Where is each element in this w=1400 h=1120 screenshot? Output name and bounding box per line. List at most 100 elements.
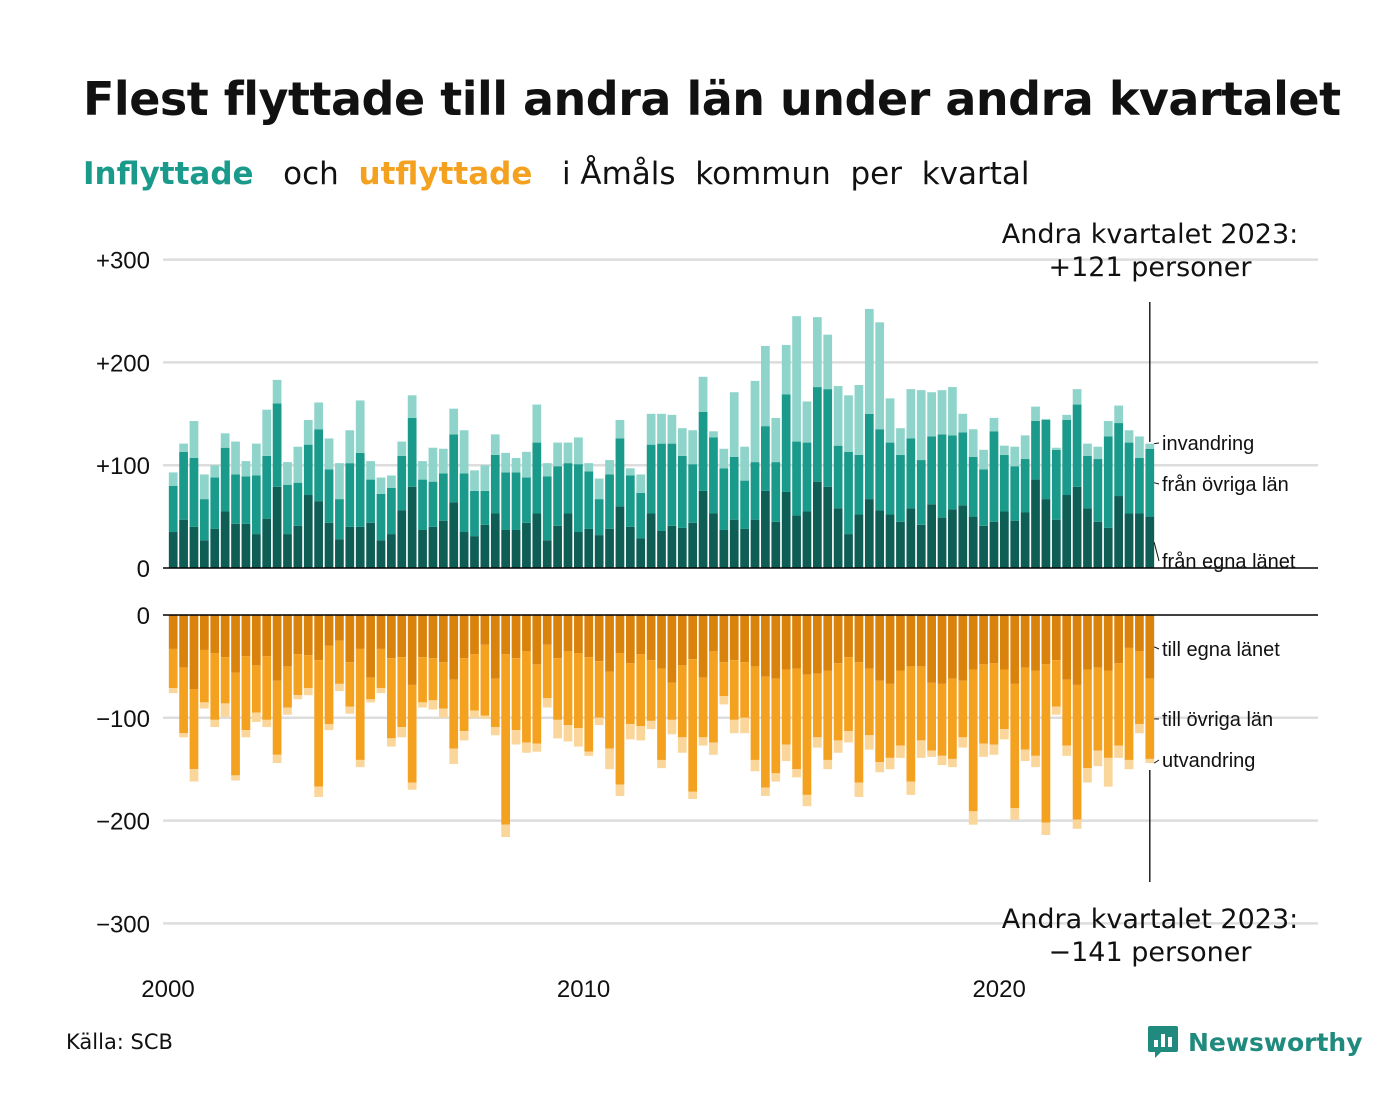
bar-out-other-county — [501, 654, 511, 825]
bar-out-own-county — [677, 615, 687, 666]
bar-out-emigration — [522, 742, 531, 753]
bar-out-other-county — [729, 660, 739, 720]
bar-out-own-county — [729, 615, 739, 661]
bar-out-own-county — [387, 615, 396, 659]
bar-out-own-county — [542, 615, 552, 645]
bar-out-own-county — [189, 615, 199, 690]
bar-out-own-county — [927, 615, 936, 683]
bar-out-other-county — [397, 657, 407, 728]
bar-out-emigration — [802, 794, 812, 807]
bar-out-other-county — [761, 676, 770, 788]
x-tick-label: 2020 — [972, 976, 1025, 1003]
chart-title: Flest flyttade till andra län under andr… — [83, 72, 1341, 126]
bar-out-own-county — [1103, 615, 1113, 671]
bar-out-other-county — [833, 663, 843, 741]
bar-out-other-county — [709, 650, 718, 743]
bar-in-immigration — [688, 430, 698, 465]
y-tick-label-in: +100 — [96, 453, 150, 480]
bar-out-emigration — [646, 720, 656, 730]
bar-in-immigration — [709, 431, 718, 438]
bar-in-other-county — [802, 442, 812, 512]
bar-out-other-county — [636, 654, 646, 727]
bar-in-own-county — [958, 505, 968, 568]
bar-in-other-county — [698, 411, 708, 491]
bar-out-other-county — [864, 668, 874, 736]
bar-out-other-county — [979, 664, 988, 744]
bar-out-emigration — [1041, 822, 1051, 835]
y-tick-label-out: −300 — [96, 911, 150, 938]
bar-out-emigration — [667, 719, 677, 735]
bar-in-immigration — [470, 470, 479, 491]
bar-out-other-county — [823, 670, 833, 760]
bar-out-other-county — [740, 662, 749, 718]
bar-out-emigration — [792, 769, 801, 778]
bar-in-own-county — [968, 516, 978, 568]
bar-in-own-county — [179, 519, 188, 568]
bar-in-immigration — [220, 433, 230, 448]
bar-in-own-county — [490, 513, 500, 568]
bar-in-other-county — [407, 417, 417, 487]
bar-in-other-county — [594, 499, 604, 536]
bar-in-own-county — [418, 529, 427, 568]
bar-in-own-county — [168, 532, 178, 568]
bar-in-other-county — [927, 436, 936, 505]
bar-out-emigration — [480, 715, 490, 719]
bar-in-immigration — [459, 430, 469, 474]
bar-out-emigration — [584, 751, 594, 756]
bar-out-other-county — [688, 659, 698, 792]
series-leader-out — [1153, 646, 1160, 650]
bar-out-emigration — [1083, 768, 1092, 783]
bar-out-other-county — [927, 682, 936, 751]
bar-out-other-county — [314, 660, 324, 787]
bar-in-own-county — [397, 510, 407, 568]
bar-in-immigration — [387, 475, 396, 488]
bar-in-immigration — [501, 452, 511, 473]
logo-text: Newsworthy — [1188, 1027, 1363, 1057]
bar-out-other-county — [875, 680, 885, 762]
bar-in-other-county — [449, 434, 459, 503]
bar-in-immigration — [1062, 414, 1072, 420]
bar-in-other-county — [823, 389, 833, 487]
bar-in-other-county — [189, 458, 199, 527]
bar-out-emigration — [314, 786, 324, 797]
bar-in-immigration — [366, 461, 375, 480]
bar-in-immigration — [958, 413, 968, 433]
bar-in-immigration — [948, 387, 957, 436]
bar-out-other-county — [802, 674, 812, 795]
newsworthy-logo[interactable]: Newsworthy — [1147, 1024, 1363, 1060]
bar-out-emigration — [355, 759, 365, 768]
bar-in-own-county — [823, 486, 833, 568]
bar-out-own-county — [511, 615, 521, 659]
bar-out-emigration — [335, 683, 344, 692]
bar-out-emigration — [1103, 757, 1113, 787]
bar-out-other-county — [999, 669, 1009, 730]
bar-in-own-county — [989, 521, 999, 568]
bar-out-own-county — [1145, 615, 1155, 679]
bar-in-own-county — [532, 513, 542, 568]
bar-in-own-county — [781, 491, 791, 568]
bar-out-other-county — [241, 656, 251, 731]
bar-in-other-county — [979, 469, 988, 526]
bar-in-immigration — [584, 463, 594, 472]
bar-out-other-county — [553, 658, 562, 720]
bar-out-emigration — [428, 700, 438, 710]
bar-in-own-county — [251, 534, 261, 568]
bar-in-other-county — [740, 480, 749, 529]
bar-out-own-county — [781, 615, 791, 670]
bar-out-own-county — [262, 615, 272, 657]
bar-out-emigration — [189, 769, 199, 782]
bar-out-own-county — [864, 615, 874, 669]
bar-in-own-county — [293, 525, 303, 568]
bar-out-own-county — [210, 615, 220, 654]
bar-in-other-county — [615, 438, 625, 507]
bar-out-emigration — [896, 745, 905, 758]
bar-in-own-county — [522, 522, 531, 568]
bar-out-other-county — [594, 661, 604, 718]
bar-out-emigration — [657, 759, 666, 769]
y-tick-label-out: −100 — [96, 706, 150, 733]
bar-in-other-county — [1145, 448, 1155, 517]
bar-in-immigration — [355, 400, 365, 453]
bar-out-emigration — [470, 710, 479, 718]
bar-out-own-county — [251, 615, 261, 666]
bar-in-own-county — [376, 540, 386, 568]
